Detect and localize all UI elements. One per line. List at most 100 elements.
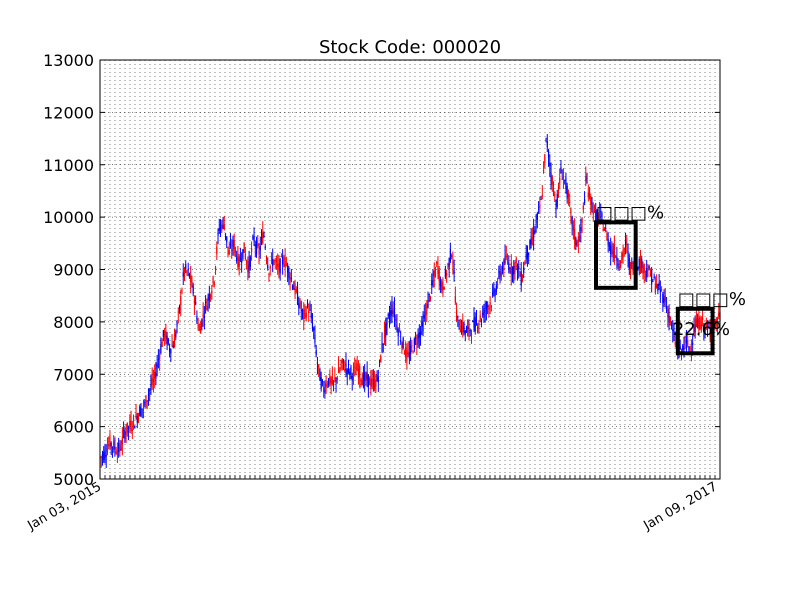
candle-body [324, 389, 326, 394]
candle-body [147, 394, 150, 396]
candle-body [667, 309, 669, 318]
candle-body [121, 436, 123, 445]
candle-body [105, 454, 107, 457]
candle-body [438, 269, 440, 282]
candle-body [335, 378, 337, 383]
candle-body [320, 377, 322, 389]
candle-body [498, 271, 500, 273]
candle-body [255, 240, 258, 255]
candle-body [422, 320, 424, 332]
y-tick-label: 9000 [53, 261, 94, 280]
candle-body [508, 262, 510, 270]
candle-body [321, 380, 324, 383]
candle-body [173, 338, 176, 348]
candle-body [465, 328, 468, 333]
candle-body [566, 185, 568, 199]
candle-body [695, 318, 697, 327]
candle-body [550, 173, 552, 179]
candle-body [716, 322, 719, 325]
y-tick-label: 13000 [43, 51, 94, 70]
candle-body [241, 260, 243, 263]
y-tick-label: 11000 [43, 156, 94, 175]
candle-body [114, 446, 116, 450]
candle-body [360, 379, 362, 382]
candle-body [703, 325, 705, 332]
candle-body [511, 268, 514, 276]
candle-body [549, 162, 551, 166]
candle-body [651, 269, 653, 285]
candle-body [603, 228, 606, 231]
candle-body [260, 237, 263, 239]
candle-body [142, 403, 145, 408]
candle-body [613, 245, 615, 259]
candle-body [182, 272, 184, 277]
candle-body [562, 176, 565, 179]
candle-body [331, 376, 333, 385]
candle-body [468, 323, 470, 333]
candle-body [377, 376, 379, 383]
candle-body [124, 431, 126, 439]
candle-body [565, 177, 567, 189]
candle-body [337, 367, 340, 374]
candle-body [195, 301, 197, 305]
candle-body [361, 380, 363, 386]
candle-body [421, 321, 423, 327]
candle-body [375, 380, 377, 387]
candle-body [529, 239, 531, 250]
candle-body [492, 292, 494, 296]
candle-body [367, 374, 369, 387]
candle-body [380, 355, 382, 363]
candle-body [577, 236, 579, 243]
candle-body [514, 262, 516, 273]
candle-body [458, 328, 460, 330]
candle-body [161, 341, 163, 347]
annotation-layer: □□□% □□□% 22.6% [594, 202, 746, 356]
candle-body [108, 444, 110, 447]
candle-body [480, 319, 483, 322]
candle-body [149, 389, 151, 391]
candle-body [699, 317, 701, 330]
candle-body [101, 454, 104, 457]
candle-body [489, 302, 491, 305]
candle-body [223, 224, 225, 230]
candle-body [293, 287, 295, 290]
candle-body [228, 250, 230, 255]
candle-body [687, 339, 689, 346]
candle-body [306, 302, 309, 307]
candle-body [168, 348, 171, 352]
candle-body [637, 268, 639, 270]
candle-body [447, 264, 449, 266]
candle-body [400, 340, 402, 342]
candle-body [436, 262, 438, 264]
candle-body [547, 150, 550, 158]
candle-body [680, 349, 683, 352]
candle-body [641, 258, 643, 269]
candle-body [365, 374, 367, 379]
candle-body [479, 315, 481, 320]
candle-body [115, 452, 117, 454]
candle-body [207, 297, 209, 301]
candle-body [178, 305, 181, 312]
candle-body [193, 299, 196, 304]
candle-body [233, 240, 235, 250]
candle-body [283, 264, 285, 266]
candle-body [205, 301, 207, 304]
candle-body [249, 256, 251, 267]
candle-body [598, 211, 601, 218]
candle-body [209, 294, 212, 299]
candle-body [222, 219, 224, 221]
candle-body [470, 334, 473, 336]
candle-body [146, 400, 148, 403]
candle-body [175, 333, 177, 338]
candle-body [556, 193, 558, 207]
candle-body [268, 273, 270, 276]
candle-body [326, 384, 328, 386]
candle-body [304, 306, 306, 311]
candle-body [170, 349, 172, 354]
candle-body [537, 207, 540, 209]
annotation-sublabel: 22.6% [673, 319, 730, 340]
candle-body [382, 343, 384, 345]
candle-body [376, 374, 378, 381]
candle-body [689, 347, 691, 349]
candle-body [131, 429, 133, 431]
